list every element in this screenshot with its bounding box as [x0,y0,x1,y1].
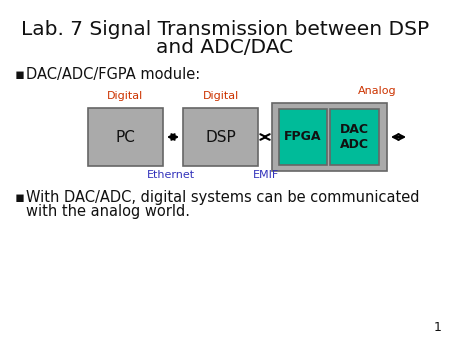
Text: and ADC/DAC: and ADC/DAC [157,38,293,57]
Text: DAC
ADC: DAC ADC [340,123,369,151]
Text: EMIF: EMIF [253,170,279,180]
Bar [279,109,327,165]
Text: ▪: ▪ [15,190,25,205]
Text: Analog: Analog [358,86,396,96]
Text: FPGA: FPGA [284,130,322,144]
Text: With DAC/ADC, digital systems can be communicated: With DAC/ADC, digital systems can be com… [26,190,419,205]
Text: Lab. 7 Signal Transmission between DSP: Lab. 7 Signal Transmission between DSP [21,20,429,39]
Text: 1: 1 [434,321,442,334]
Text: PC: PC [116,129,135,145]
Bar [88,108,163,166]
Bar [183,108,258,166]
Text: Ethernet: Ethernet [147,170,195,180]
Text: with the analog world.: with the analog world. [26,204,190,219]
Text: DAC/ADC/FGPA module:: DAC/ADC/FGPA module: [26,67,200,82]
Bar [272,103,387,171]
Text: DSP: DSP [205,129,236,145]
Text: ▪: ▪ [15,67,25,82]
Text: Digital: Digital [202,91,238,101]
Bar [330,109,379,165]
Text: Digital: Digital [108,91,144,101]
